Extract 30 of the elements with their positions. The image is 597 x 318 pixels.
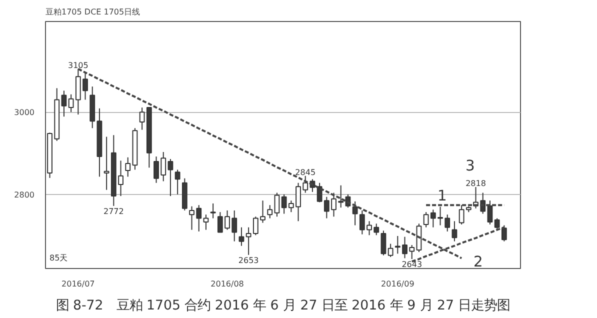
candlestick bbox=[452, 220, 458, 242]
candlestick bbox=[352, 200, 358, 226]
candlestick bbox=[238, 226, 244, 246]
x-tick-label: 2016/09 bbox=[381, 280, 414, 288]
y-tick-label: 2800 bbox=[14, 190, 34, 200]
chart-title: 豆粕1705 DCE 1705日线 bbox=[46, 8, 140, 16]
annotation: 2845 bbox=[295, 168, 316, 177]
x-tick-label: 2016/08 bbox=[210, 280, 244, 288]
candlestick bbox=[380, 230, 386, 256]
candlestick bbox=[388, 243, 394, 258]
annotation: 3105 bbox=[68, 60, 88, 70]
candlestick bbox=[174, 169, 180, 195]
y-tick-label: 3000 bbox=[14, 108, 34, 118]
caption: 图 8-72 豆粕 1705 合约 2016 年 6 月 27 日至 2016 年 9 月 27 日走势图 bbox=[56, 298, 510, 314]
x-tick-label: 2016/07 bbox=[62, 280, 95, 288]
candlestick bbox=[267, 204, 273, 219]
candlestick bbox=[125, 156, 131, 178]
annotation: 2653 bbox=[238, 256, 259, 265]
annotation: 3 bbox=[466, 158, 475, 174]
annotation: 85天 bbox=[50, 254, 68, 262]
candlestick bbox=[210, 202, 216, 219]
annotation: 2818 bbox=[466, 178, 486, 188]
candlestick bbox=[61, 90, 67, 118]
annotation: 2 bbox=[474, 254, 483, 270]
candlestick bbox=[274, 192, 280, 218]
annotation: 1 bbox=[438, 188, 447, 204]
annotation: 2643 bbox=[402, 260, 422, 270]
annotation: 2772 bbox=[103, 206, 124, 216]
candlestick bbox=[203, 214, 209, 230]
candlestick bbox=[168, 158, 174, 197]
